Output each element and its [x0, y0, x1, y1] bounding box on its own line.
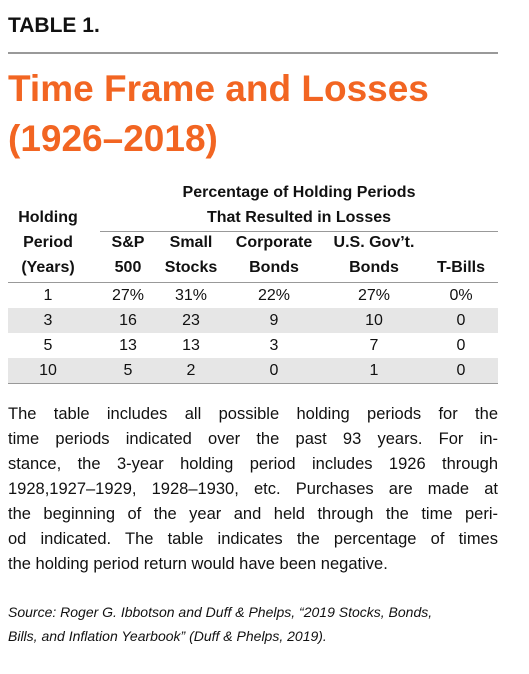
group-header-line: That Resulted in Losses	[206, 209, 392, 226]
table-cell: 5	[123, 362, 133, 379]
note-line: od indicated. The table indicates the pe…	[8, 530, 498, 548]
table-cell: 3	[43, 312, 53, 329]
rule	[100, 231, 498, 232]
table-cell: 0	[456, 337, 466, 354]
source: Source: Roger G. Ibbotson and Duff & Phe…	[8, 600, 508, 648]
source-line: Source: Roger G. Ibbotson and Duff & Phe…	[8, 604, 433, 620]
column-header-line: Bonds	[349, 259, 399, 276]
column-header-line: Small	[169, 234, 213, 251]
column-header-line: T-Bills	[436, 259, 485, 276]
table-cell: 13	[182, 337, 200, 354]
column-header-line: U.S. Gov’t.	[333, 234, 415, 251]
table-cell: 31%	[174, 287, 208, 304]
table-row: 1 27% 31% 22% 27% 0%	[8, 283, 498, 308]
column-header-line: (Years)	[21, 259, 75, 276]
column-header-line: Corporate	[235, 234, 313, 251]
column-header: S&P 500	[100, 230, 156, 280]
source-line: Bills, and Inflation Yearbook” (Duff & P…	[8, 628, 327, 644]
table-cell: 2	[186, 362, 196, 379]
column-header: Holding Period (Years)	[8, 205, 88, 280]
table-cell: 1	[43, 287, 53, 304]
group-header: Percentage of Holding Periods That Result…	[100, 180, 498, 230]
column-header: Corporate Bonds	[224, 230, 324, 280]
title: Time Frame and Losses (1926–2018)	[8, 64, 429, 164]
column-header-line: Bonds	[249, 259, 299, 276]
note-line: time periods indicated over the past 93 …	[8, 430, 498, 448]
column-header-line: Stocks	[164, 259, 218, 276]
table-cell: 10	[39, 362, 57, 379]
column-header-line: Holding	[18, 209, 78, 226]
note-line: The table includes all possible holding …	[8, 405, 498, 423]
column-header-line: S&P	[111, 234, 145, 251]
group-header-line: Percentage of Holding Periods	[182, 184, 416, 201]
table-cell: 13	[119, 337, 137, 354]
table-cell: 9	[269, 312, 279, 329]
table-cell: 10	[365, 312, 383, 329]
table-cell: 5	[43, 337, 53, 354]
rule	[8, 282, 498, 283]
column-header-line: Period	[23, 234, 73, 251]
table-cell: 0%	[449, 287, 473, 304]
table-label: TABLE 1.	[8, 14, 100, 37]
title-line: (1926–2018)	[8, 118, 218, 159]
rule	[8, 52, 498, 54]
table-cell: 3	[269, 337, 279, 354]
table-row: 10 5 2 0 1 0	[8, 358, 498, 383]
rule	[8, 383, 498, 384]
note-line: stance, the 3-year holding period includ…	[8, 455, 498, 473]
table-cell: 1	[369, 362, 379, 379]
table-cell: 23	[182, 312, 200, 329]
table-cell: 16	[119, 312, 137, 329]
table-row: 3 16 23 9 10 0	[8, 308, 498, 333]
table-cell: 0	[456, 362, 466, 379]
note-line: 1928,1927–1929, 1928–1930, etc. Purchase…	[8, 480, 498, 498]
note-line: the holding period return would have bee…	[8, 555, 388, 573]
note-line: the beginning of the year and held throu…	[8, 505, 498, 523]
column-header: Small Stocks	[158, 230, 224, 280]
column-header: T-Bills	[424, 255, 498, 280]
table-cell: 0	[456, 312, 466, 329]
table-row: 5 13 13 3 7 0	[8, 333, 498, 358]
column-header: U.S. Gov’t. Bonds	[324, 230, 424, 280]
note: The table includes all possible holding …	[8, 402, 498, 577]
title-line: Time Frame and Losses	[8, 68, 429, 109]
table-cell: 22%	[257, 287, 291, 304]
table-cell: 27%	[111, 287, 145, 304]
table-cell: 27%	[357, 287, 391, 304]
table-cell: 7	[369, 337, 379, 354]
table-cell: 0	[269, 362, 279, 379]
column-header-line: 500	[114, 259, 142, 276]
